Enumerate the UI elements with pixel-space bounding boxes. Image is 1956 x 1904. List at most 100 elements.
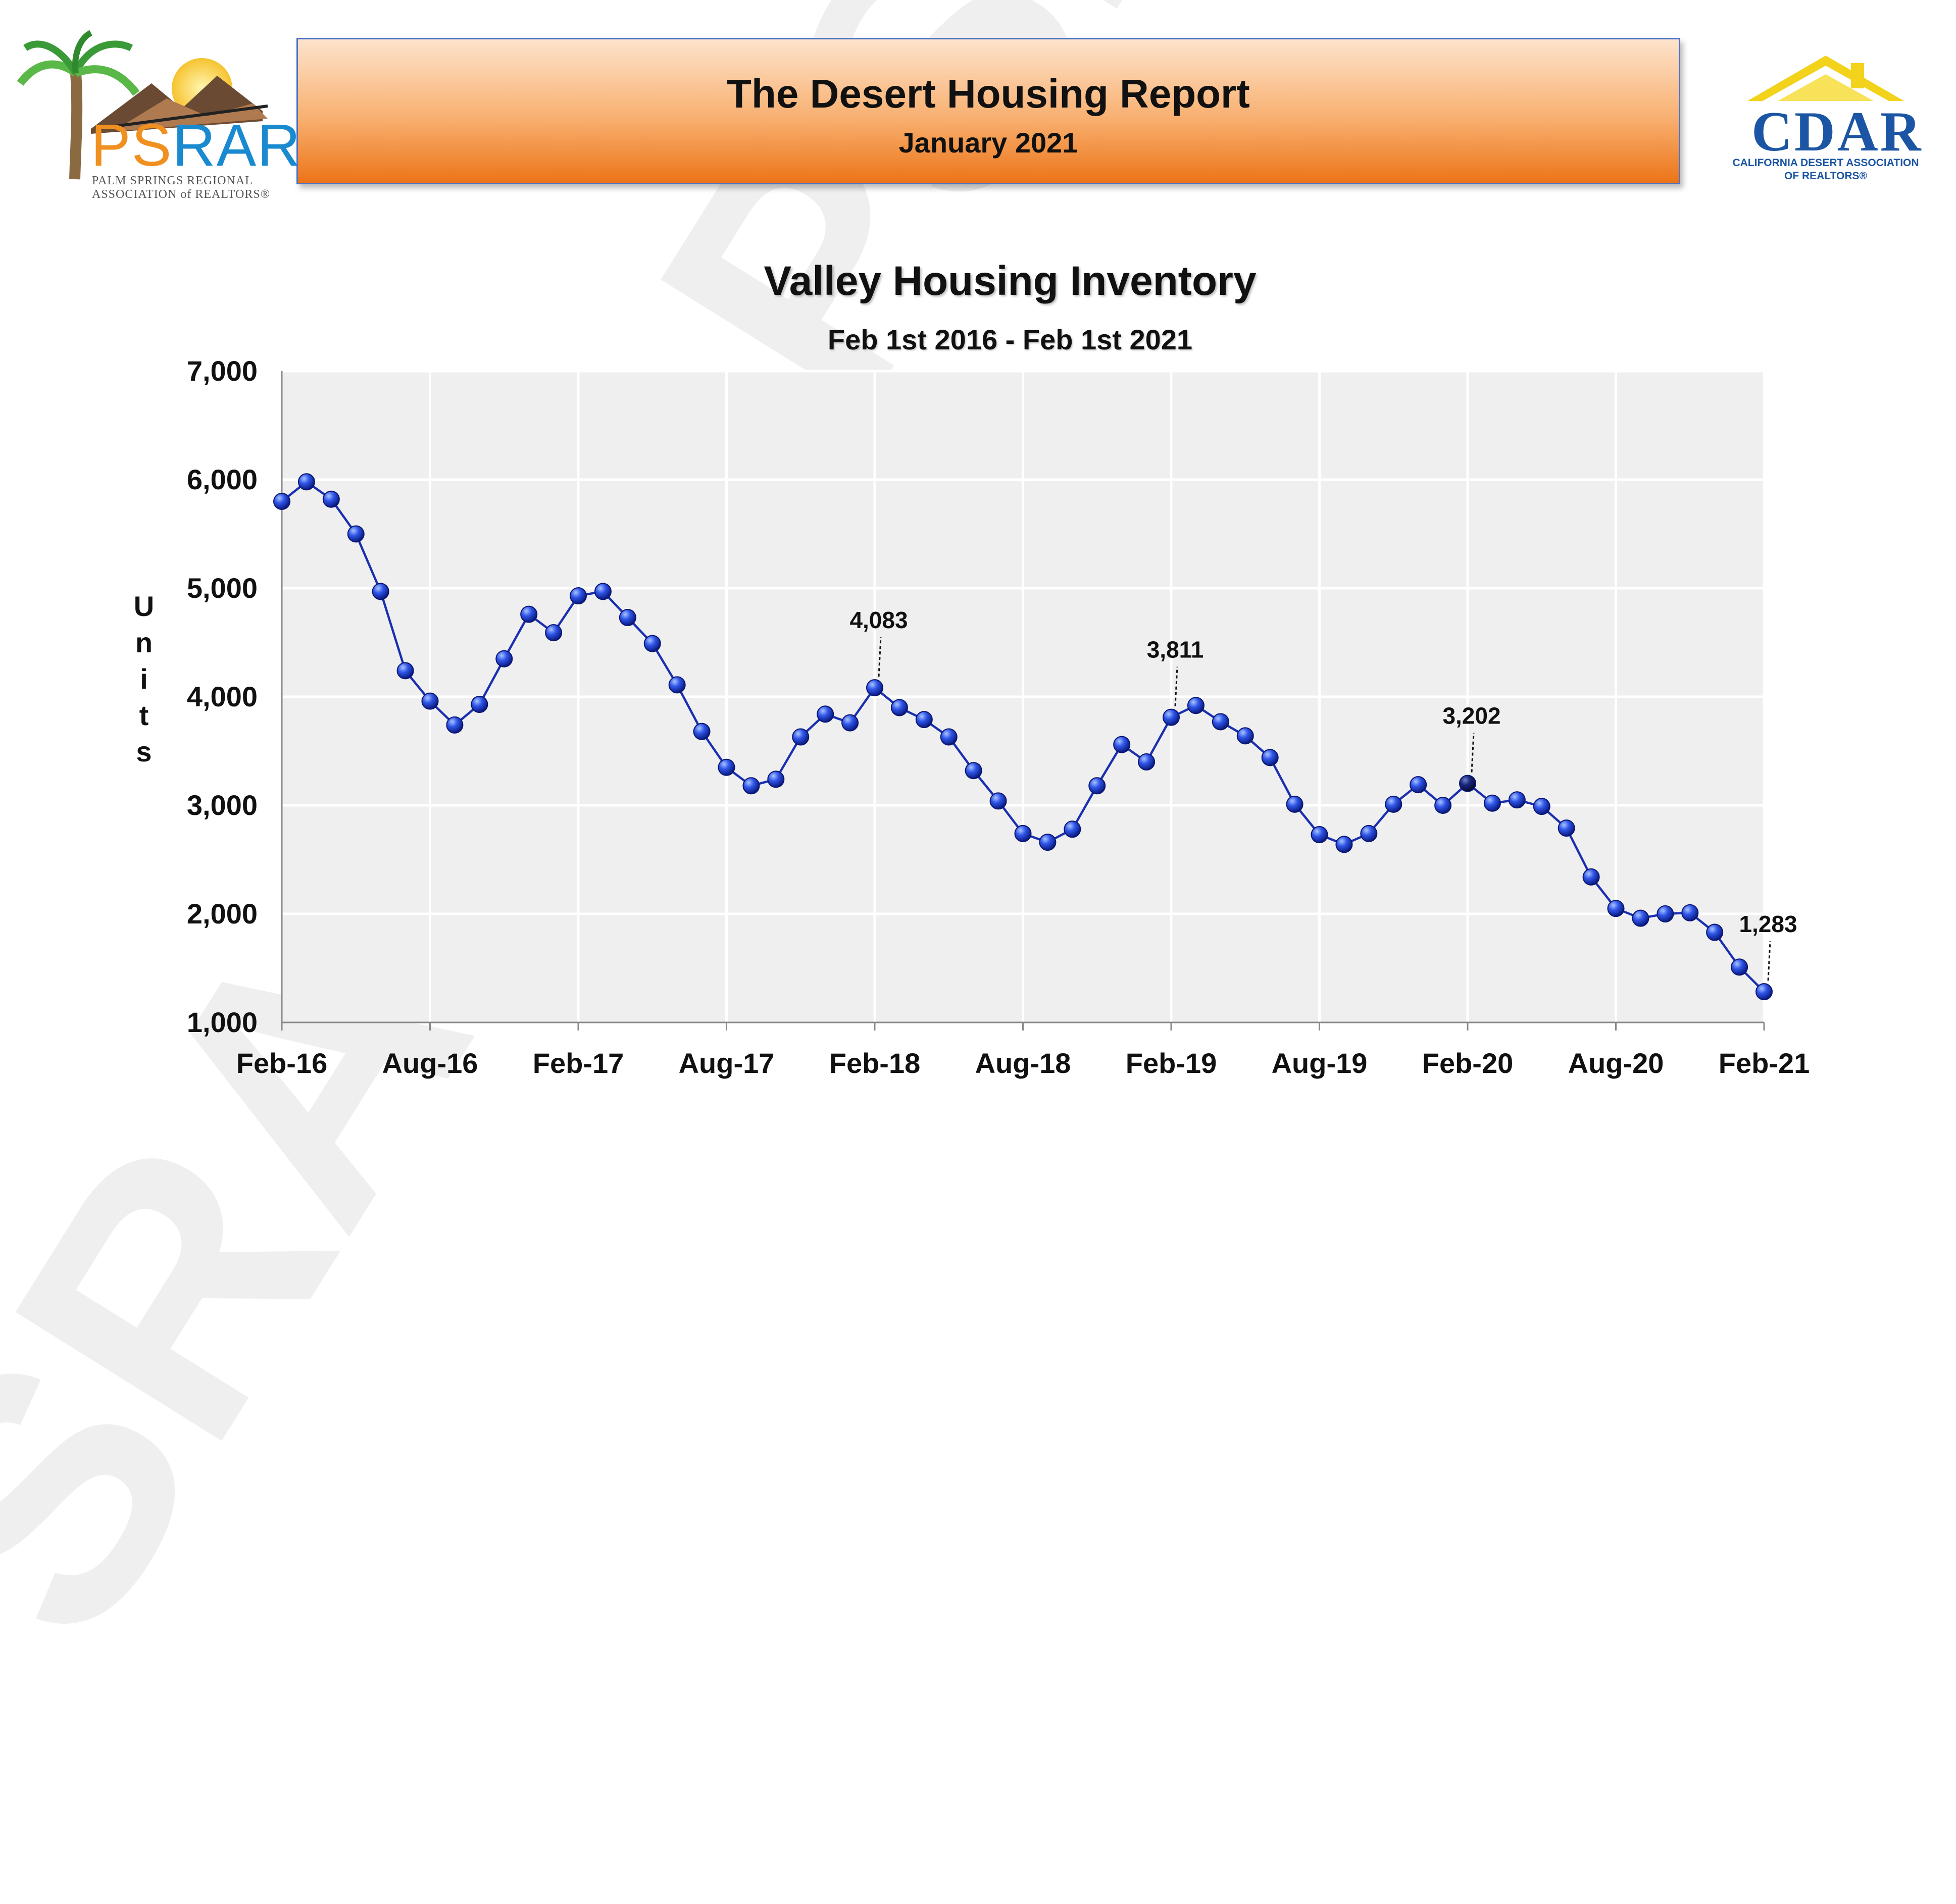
data-point <box>1657 905 1674 922</box>
data-point <box>471 696 488 713</box>
annotation-leader <box>878 637 882 677</box>
data-point <box>1756 983 1773 1001</box>
y-tick-label: 5,000 <box>187 572 258 604</box>
x-tick-label: Feb-19 <box>1126 1047 1217 1079</box>
y-tick-label: 1,000 <box>187 1006 258 1038</box>
data-point <box>817 705 834 723</box>
y-tick-label: 6,000 <box>187 464 258 495</box>
y-axis-label-letter: s <box>136 736 152 767</box>
data-point <box>297 473 315 491</box>
y-tick-label: 2,000 <box>187 898 258 930</box>
data-point <box>1410 776 1427 794</box>
report-title: The Desert Housing Report <box>727 71 1250 116</box>
data-point <box>1261 749 1279 766</box>
report-banner: The Desert Housing Report January 2021 <box>296 38 1680 184</box>
data-point <box>1459 775 1476 792</box>
chart-title: Valley Housing Inventory <box>764 258 1257 304</box>
psrar-wordmark: PSRAR <box>91 112 302 179</box>
data-point <box>545 624 563 642</box>
data-point <box>495 650 513 667</box>
data-point <box>594 583 612 600</box>
y-tick-label: 7,000 <box>187 355 258 387</box>
data-point <box>643 635 661 652</box>
data-point <box>1558 819 1575 837</box>
data-point <box>767 770 785 788</box>
psrar-logo: PSRAR PALM SPRINGS REGIONAL ASSOCIATION o… <box>15 28 300 201</box>
data-point <box>1014 825 1032 842</box>
palm-tree-icon <box>17 30 268 180</box>
x-tick-label: Feb-21 <box>1719 1047 1810 1079</box>
data-point <box>1731 958 1748 976</box>
data-point <box>1212 713 1229 731</box>
data-point <box>915 711 933 729</box>
y-axis-label-letter: U <box>133 590 155 622</box>
data-label: 4,083 <box>849 607 908 633</box>
data-point <box>1335 836 1353 853</box>
data-point <box>1706 923 1724 941</box>
data-label: 1,283 <box>1739 911 1797 937</box>
x-tick-label: Aug-19 <box>1272 1047 1368 1079</box>
cdar-wordmark: CDAR <box>1751 100 1923 163</box>
data-point <box>965 762 982 780</box>
inventory-line-chart: 1,000 2,000 3,000 4,000 5,000 6,000 7,000 Feb-1… <box>187 355 1810 1079</box>
chart-subtitle: Feb 1st 2016 - Feb 1st 2021 <box>827 324 1193 355</box>
y-axis-label-letter: t <box>139 699 149 731</box>
psrar-subtitle: PALM SPRINGS REGIONAL ASSOCIATION of REAL… <box>92 174 270 201</box>
cdar-logo: CDAR CALIFORNIA DESERT ASSOCIATION OF REA… <box>1707 53 1944 194</box>
annotation-leader <box>1471 733 1475 773</box>
data-label: 3,811 <box>1147 637 1204 663</box>
data-point <box>1187 697 1205 714</box>
x-tick-label: Feb-17 <box>533 1047 624 1079</box>
data-point <box>1311 826 1328 844</box>
data-point <box>421 692 439 710</box>
data-point <box>1113 736 1131 753</box>
data-point <box>1064 820 1081 838</box>
data-point <box>668 676 686 694</box>
data-point <box>693 723 711 740</box>
y-tick-label: 3,000 <box>187 789 258 821</box>
data-point <box>1607 900 1625 917</box>
annotation-leader <box>1174 666 1178 706</box>
x-tick-label: Aug-18 <box>975 1047 1071 1079</box>
data-point <box>1039 834 1057 851</box>
data-point <box>446 716 464 734</box>
data-point <box>347 525 365 543</box>
data-point <box>841 714 859 732</box>
data-point <box>1385 795 1402 813</box>
x-tick-label: Feb-20 <box>1422 1047 1514 1079</box>
x-tick-label: Aug-17 <box>679 1047 775 1079</box>
x-tick-label: Feb-18 <box>829 1047 921 1079</box>
data-point <box>1434 797 1452 814</box>
house-roof-icon <box>1747 56 1904 101</box>
data-point <box>742 777 760 795</box>
data-point <box>570 587 587 605</box>
data-point <box>273 493 290 510</box>
data-point <box>1360 825 1378 842</box>
data-label: 3,202 <box>1442 703 1500 729</box>
data-point <box>619 609 636 627</box>
data-point <box>1236 727 1254 745</box>
data-point <box>1632 909 1649 927</box>
y-axis-label-letter: i <box>140 663 148 695</box>
data-point <box>940 728 958 746</box>
data-point <box>1088 777 1106 795</box>
data-point <box>1483 794 1501 812</box>
x-tick-label: Aug-16 <box>382 1047 478 1079</box>
data-point <box>890 699 908 716</box>
x-tick-label: Feb-16 <box>236 1047 328 1079</box>
data-point <box>372 583 389 600</box>
y-tick-label: 4,000 <box>187 681 258 712</box>
cdar-subtitle: CALIFORNIA DESERT ASSOCIATION OF REALTORS… <box>1732 157 1919 182</box>
data-point <box>396 662 414 680</box>
data-point <box>1508 791 1526 809</box>
data-point <box>322 490 340 508</box>
data-point <box>1286 795 1303 813</box>
data-point <box>866 679 883 697</box>
y-axis-label-letter: n <box>135 627 153 658</box>
annotation-leader <box>1767 941 1771 981</box>
data-point <box>520 605 538 623</box>
data-point <box>1582 868 1600 886</box>
x-tick-label: Aug-20 <box>1568 1047 1664 1079</box>
data-point <box>1533 798 1550 815</box>
